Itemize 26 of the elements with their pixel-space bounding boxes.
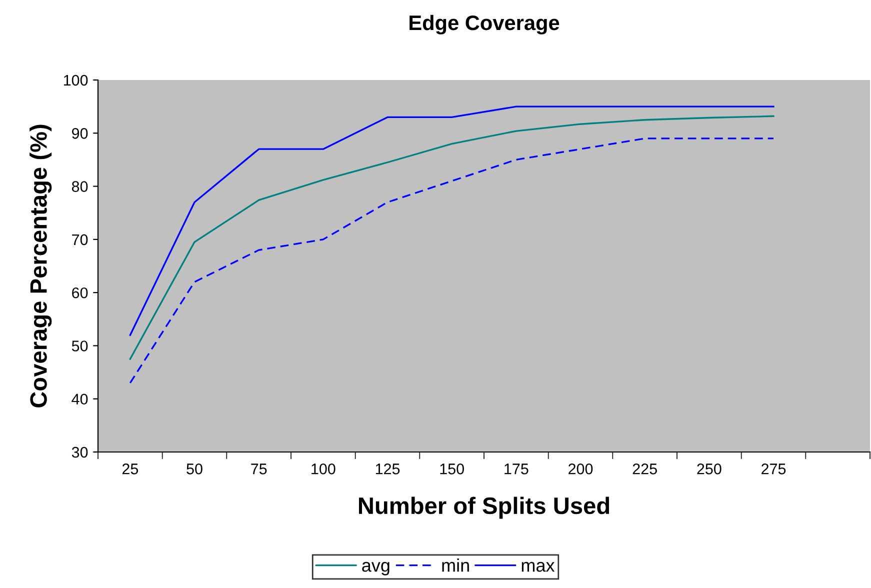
x-tick-label: 125 — [376, 464, 400, 474]
y-tick-label: 90 — [72, 128, 88, 139]
y-tick-label: 40 — [72, 394, 88, 405]
y-tick-label: 100 — [64, 74, 88, 86]
x-tick-label: 200 — [568, 464, 593, 474]
chart-title: Edge Coverage — [410, 14, 560, 34]
y-tick-label: 50 — [72, 340, 88, 352]
x-tick-label: 250 — [697, 464, 722, 474]
x-tick-label: 50 — [186, 464, 202, 474]
x-tick-label: 25 — [122, 464, 138, 474]
x-tick-label: 100 — [312, 464, 336, 474]
legend-label: min — [442, 558, 469, 572]
x-tick-label: 75 — [251, 464, 267, 474]
x-axis-title: Number of Splits Used — [358, 496, 610, 519]
y-tick-label: 80 — [72, 181, 88, 192]
line-series — [129, 138, 774, 384]
x-tick-label: 150 — [440, 464, 464, 474]
x-tick-label: 225 — [632, 464, 657, 474]
y-axis-title: Coverage Percentage (%) — [30, 124, 52, 408]
x-tick-label: 275 — [762, 464, 786, 474]
x-tick-label: 175 — [504, 464, 528, 474]
y-tick-label: 70 — [72, 234, 88, 246]
y-tick-label: 30 — [72, 446, 88, 458]
legend-label: avg — [362, 562, 390, 576]
legend-label: max — [522, 562, 555, 572]
y-tick-label: 60 — [72, 287, 88, 298]
